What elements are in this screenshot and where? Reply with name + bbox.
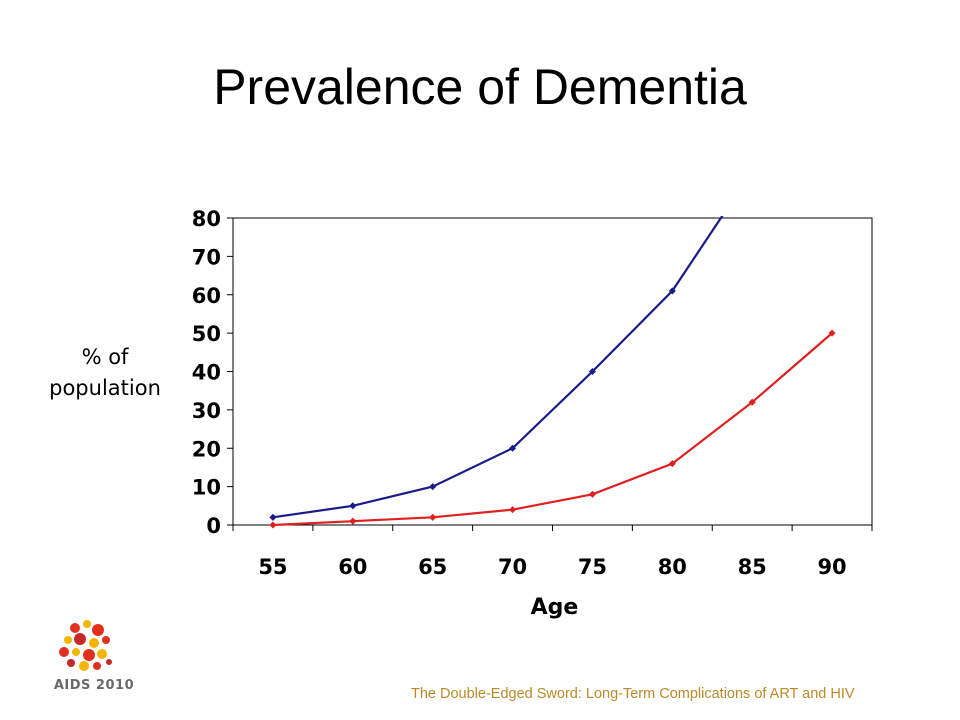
y-tick-label: 60 bbox=[192, 284, 221, 308]
y-axis-label-line-1: % of bbox=[81, 345, 129, 369]
plot-frame bbox=[232, 217, 873, 526]
slide-title: Prevalence of Dementia bbox=[213, 59, 747, 115]
series-1-point bbox=[429, 483, 437, 491]
series-2-point bbox=[269, 521, 277, 529]
x-tick-label: 60 bbox=[338, 555, 367, 579]
series-2-line bbox=[272, 332, 833, 527]
series-2-point bbox=[748, 398, 756, 406]
y-tick-label: 30 bbox=[192, 399, 221, 423]
y-tick-label: 10 bbox=[192, 476, 221, 500]
series-2-point bbox=[828, 329, 836, 337]
y-axis-label: % of population bbox=[30, 342, 180, 404]
series-1-line bbox=[272, 216, 724, 519]
y-tick-label: 0 bbox=[206, 514, 221, 538]
x-tick-label: 90 bbox=[817, 555, 846, 579]
x-tick-label: 55 bbox=[258, 555, 287, 579]
y-tick-label: 20 bbox=[192, 437, 221, 461]
series-1-point bbox=[668, 287, 676, 295]
logo-text: AIDS 2010 bbox=[53, 678, 135, 693]
x-tick-label: 80 bbox=[658, 555, 687, 579]
y-tick-label: 80 bbox=[192, 207, 221, 231]
aids-2010-logo: AIDS 2010 bbox=[40, 618, 150, 708]
y-axis-label-line-2: population bbox=[49, 376, 161, 400]
x-axis-title: Age bbox=[531, 595, 579, 620]
series-2-point bbox=[429, 513, 437, 521]
series-1-point bbox=[269, 513, 277, 521]
y-tick-label: 70 bbox=[192, 245, 221, 269]
logo-mark-icon bbox=[59, 620, 112, 671]
x-tick-label: 65 bbox=[418, 555, 447, 579]
series-2-point bbox=[668, 460, 676, 468]
series-2-point bbox=[349, 517, 357, 525]
y-tick-label: 40 bbox=[192, 361, 221, 385]
x-tick-label: 75 bbox=[578, 555, 607, 579]
y-tick-label: 50 bbox=[192, 322, 221, 346]
series-1-point bbox=[509, 444, 517, 452]
series-1-point bbox=[349, 502, 357, 510]
x-tick-label: 85 bbox=[738, 555, 767, 579]
slide-footer: The Double-Edged Sword: Long-Term Compli… bbox=[411, 686, 855, 702]
x-tick-label: 70 bbox=[498, 555, 527, 579]
series-1-point bbox=[588, 367, 596, 376]
series-2-point bbox=[509, 506, 517, 514]
series-2-point bbox=[588, 490, 596, 498]
